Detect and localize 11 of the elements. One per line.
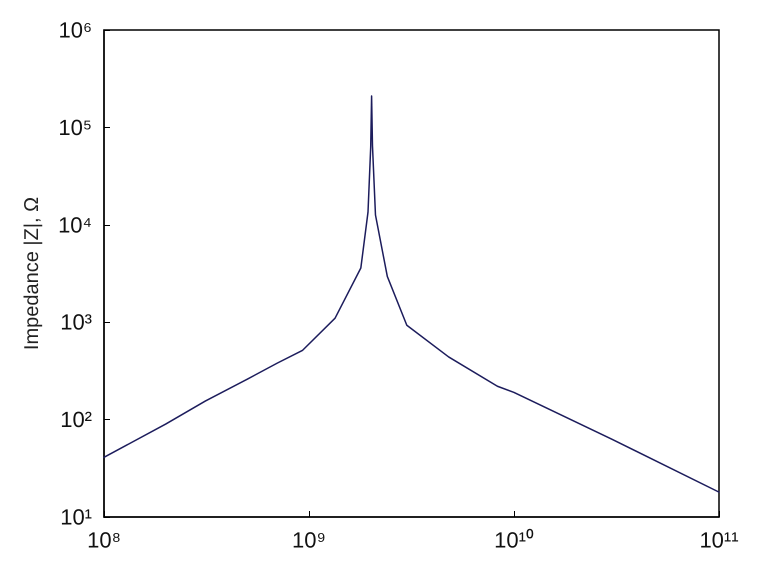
y-tick-label: 10⁴ <box>58 212 92 238</box>
x-tick-label: 10⁹ <box>292 528 326 552</box>
y-axis-title: Impedance |Z|, Ω <box>21 196 43 350</box>
y-tick-label: 10² <box>60 407 92 432</box>
x-tick-label: 10¹¹ <box>699 528 739 552</box>
y-tick-label: 10⁶ <box>58 18 92 42</box>
x-tick-label: 10⁸ <box>87 528 121 552</box>
y-tick-label: 10⁵ <box>58 114 92 140</box>
y-tick-label: 10³ <box>60 310 92 335</box>
x-tick-label: 10¹⁰ <box>494 528 534 552</box>
y-tick-label: 10¹ <box>60 504 92 530</box>
